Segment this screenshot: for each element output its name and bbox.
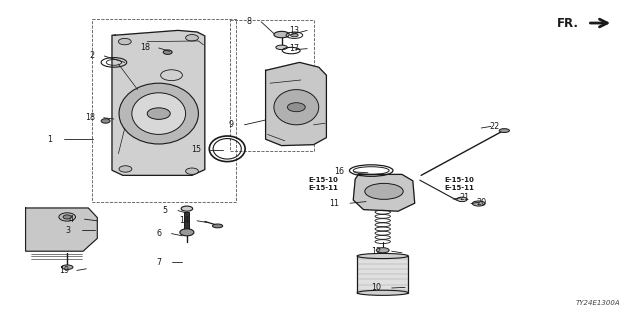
- Ellipse shape: [181, 206, 193, 211]
- Ellipse shape: [212, 224, 223, 228]
- Text: 12: 12: [371, 247, 381, 256]
- Polygon shape: [112, 30, 205, 175]
- Ellipse shape: [291, 34, 298, 37]
- Ellipse shape: [59, 213, 76, 221]
- Text: 13: 13: [289, 26, 300, 35]
- Ellipse shape: [119, 166, 132, 172]
- Text: E-15-10
E-15-11: E-15-10 E-15-11: [308, 177, 338, 191]
- Text: FR.: FR.: [557, 17, 579, 29]
- Bar: [357, 256, 408, 293]
- Text: 22: 22: [489, 122, 499, 131]
- Ellipse shape: [376, 248, 389, 253]
- Text: 9: 9: [228, 120, 234, 129]
- Text: 10: 10: [371, 284, 381, 292]
- Ellipse shape: [118, 38, 131, 45]
- Ellipse shape: [119, 83, 198, 144]
- Bar: [92, 19, 236, 202]
- Ellipse shape: [365, 183, 403, 199]
- Polygon shape: [26, 208, 97, 251]
- Ellipse shape: [287, 103, 305, 112]
- Bar: [184, 212, 189, 231]
- Ellipse shape: [499, 129, 509, 132]
- Ellipse shape: [457, 197, 467, 202]
- Text: E-15-10
E-15-11: E-15-10 E-15-11: [445, 177, 475, 191]
- Polygon shape: [353, 174, 415, 211]
- Text: 2: 2: [90, 52, 95, 60]
- Text: 7: 7: [156, 258, 161, 267]
- Ellipse shape: [276, 45, 287, 50]
- Ellipse shape: [274, 31, 289, 38]
- Text: 18: 18: [140, 44, 150, 52]
- Ellipse shape: [472, 201, 485, 206]
- Text: 21: 21: [459, 193, 469, 202]
- Ellipse shape: [274, 90, 319, 125]
- Text: 4: 4: [68, 215, 74, 224]
- Text: 5: 5: [163, 206, 168, 215]
- Text: 14: 14: [179, 216, 189, 225]
- Ellipse shape: [180, 229, 194, 236]
- Ellipse shape: [63, 215, 72, 219]
- Text: 15: 15: [191, 145, 202, 154]
- Text: TY24E1300A: TY24E1300A: [576, 300, 621, 306]
- Polygon shape: [266, 62, 326, 146]
- Ellipse shape: [186, 168, 198, 174]
- Ellipse shape: [357, 253, 408, 259]
- Text: 11: 11: [329, 199, 339, 208]
- Ellipse shape: [132, 93, 186, 134]
- Text: 1: 1: [47, 135, 52, 144]
- Ellipse shape: [101, 119, 110, 123]
- Text: 6: 6: [156, 229, 161, 238]
- Text: 18: 18: [84, 113, 95, 122]
- Ellipse shape: [163, 50, 172, 54]
- Ellipse shape: [61, 265, 73, 269]
- Text: 19: 19: [59, 266, 69, 275]
- Text: 8: 8: [246, 17, 252, 26]
- Ellipse shape: [186, 35, 198, 41]
- Ellipse shape: [147, 108, 170, 119]
- Text: 3: 3: [65, 226, 70, 235]
- Text: 20: 20: [476, 198, 486, 207]
- Text: 16: 16: [333, 167, 344, 176]
- Text: 17: 17: [289, 44, 300, 53]
- Bar: [230, 20, 314, 151]
- Ellipse shape: [357, 290, 408, 295]
